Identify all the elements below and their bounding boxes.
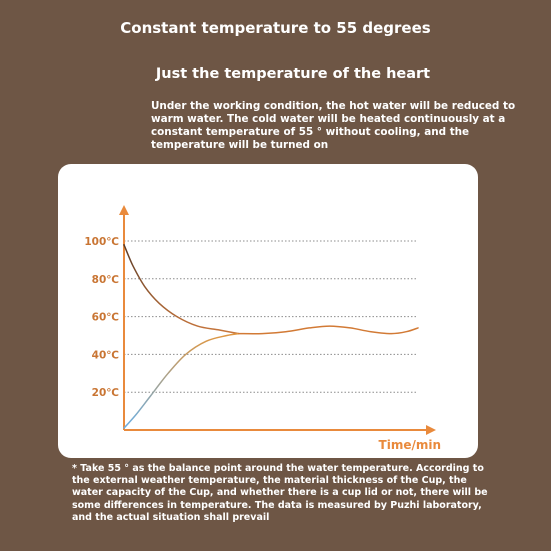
y-tick-label: 40℃ [92, 349, 119, 361]
temperature-chart: 100℃ 80℃ 60℃ 40℃ 20℃ Time/min [84, 205, 441, 452]
chart-card: 100℃ 80℃ 60℃ 40℃ 20℃ Time/min [58, 164, 478, 458]
y-axis-arrow [119, 205, 129, 215]
y-tick-label: 20℃ [92, 387, 119, 399]
footnote-text: * Take 55 ° as the balance point around … [72, 463, 488, 523]
page-title: Constant temperature to 55 degrees [120, 19, 431, 37]
series-line-steady [237, 325, 419, 335]
page-subtitle: Just the temperature of the heart [155, 66, 431, 82]
y-tick-label: 80℃ [92, 274, 119, 286]
description-text: Under the working condition, the hot wat… [151, 100, 516, 151]
y-tick-label: 60℃ [92, 312, 119, 324]
series-line-hot [123, 244, 240, 335]
series-line-cold [123, 332, 240, 429]
x-axis-arrow [426, 425, 436, 435]
x-axis-label: Time/min [379, 438, 441, 452]
y-tick-label: 100℃ [84, 236, 119, 248]
